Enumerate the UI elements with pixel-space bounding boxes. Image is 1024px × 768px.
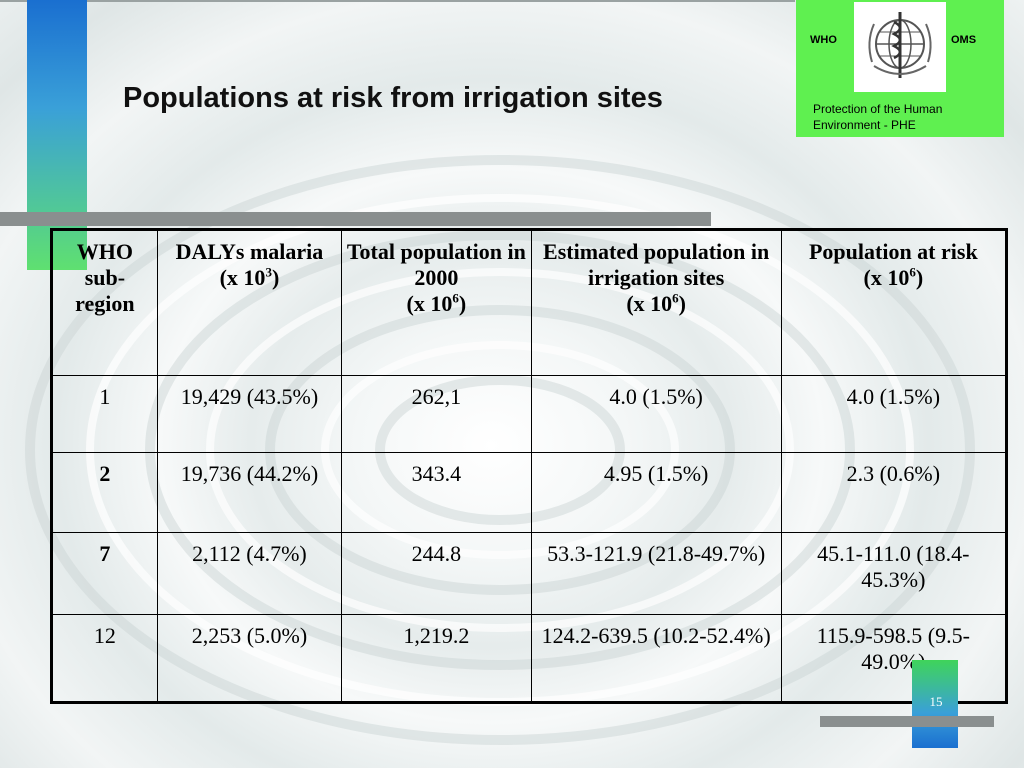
oms-label: OMS (951, 34, 977, 46)
cell-estimated: 4.95 (1.5%) (530, 452, 782, 533)
header-unit-end: ) (458, 291, 467, 316)
top-rule (0, 0, 795, 2)
slide-title: Populations at risk from irrigation site… (123, 82, 663, 114)
bottom-right-divider-bar (820, 716, 994, 727)
table-row: 12 2,253 (5.0%) 1,219.2 124.2-639.5 (10.… (51, 614, 1008, 703)
header-label: DALYs malaria (175, 239, 324, 264)
header-unit-end: ) (271, 265, 280, 290)
header-unit-exp: 6 (452, 290, 459, 306)
header-unit-end: ) (678, 291, 686, 316)
cell-estimated: 124.2-639.5 (10.2-52.4%) (530, 614, 782, 703)
header-unit: (x 10 (219, 265, 266, 290)
cell-risk: 4.0 (1.5%) (780, 375, 1008, 453)
cell-total: 244.8 (341, 532, 532, 615)
table-row: 1 19,429 (43.5%) 262,1 4.0 (1.5%) 4.0 (1… (51, 375, 1008, 453)
header-population-at-risk: Population at risk (x 106) (780, 229, 1008, 376)
header-label: Population at risk (808, 239, 978, 264)
header-unit-exp: 6 (672, 290, 679, 306)
who-emblem-icon (854, 2, 946, 92)
cell-region: 7 (51, 532, 158, 615)
header-unit: (x 10 (863, 265, 910, 290)
header-estimated-population: Estimated population in irrigation sites… (530, 229, 782, 376)
cell-estimated: 4.0 (1.5%) (530, 375, 782, 453)
who-label: WHO (810, 34, 837, 46)
table-row: 2 19,736 (44.2%) 343.4 4.95 (1.5%) 2.3 (… (51, 452, 1008, 533)
header-unit-exp: 3 (265, 264, 272, 280)
header-unit-end: ) (915, 265, 924, 290)
cell-dalys: 19,736 (44.2%) (156, 452, 343, 533)
cell-dalys: 2,112 (4.7%) (156, 532, 343, 615)
who-subtitle: Protection of the Human Environment - PH… (813, 102, 943, 132)
cell-dalys: 19,429 (43.5%) (156, 375, 343, 453)
header-unit: (x 10 (626, 291, 673, 316)
header-unit-exp: 6 (909, 264, 916, 280)
table-header-row: WHO sub-region DALYs malaria (x 103) Tot… (51, 229, 1008, 376)
cell-dalys: 2,253 (5.0%) (156, 614, 343, 703)
cell-total: 1,219.2 (341, 614, 532, 703)
risk-table: WHO sub-region DALYs malaria (x 103) Tot… (50, 228, 1008, 704)
header-total-population: Total population in 2000 (x 106) (341, 229, 532, 376)
cell-region: 1 (51, 375, 158, 453)
who-logo-panel: WHO OMS Protection of the Human Environm… (796, 0, 1004, 137)
cell-region: 2 (51, 452, 158, 533)
cell-total: 343.4 (341, 452, 532, 533)
cell-risk: 45.1-111.0 (18.4-45.3%) (780, 532, 1008, 615)
header-dalys-malaria: DALYs malaria (x 103) (156, 229, 343, 376)
page-number: 15 (929, 694, 943, 709)
cell-risk: 2.3 (0.6%) (780, 452, 1008, 533)
cell-risk: 115.9-598.5 (9.5-49.0%) (780, 614, 1008, 703)
cell-estimated: 53.3-121.9 (21.8-49.7%) (530, 532, 782, 615)
cell-region: 12 (51, 614, 158, 703)
bottom-right-accent-bar (912, 660, 958, 748)
header-who-subregion: WHO sub-region (51, 229, 158, 376)
header-label: Total population in 2000 (346, 239, 526, 290)
header-label: Estimated population in irrigation sites (543, 239, 770, 290)
header-unit: (x 10 (406, 291, 453, 316)
cell-total: 262,1 (341, 375, 532, 453)
table-row: 7 2,112 (4.7%) 244.8 53.3-121.9 (21.8-49… (51, 532, 1008, 615)
header-label: WHO sub-region (75, 239, 135, 316)
title-divider-bar (0, 212, 711, 226)
